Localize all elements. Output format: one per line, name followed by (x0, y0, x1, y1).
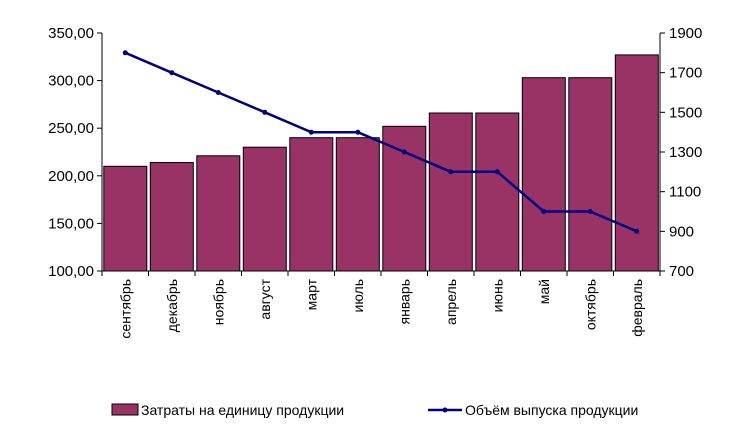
left-tick-label-3: 200,00 (48, 168, 94, 185)
right-tick-label-1: 700 (669, 263, 694, 280)
category-label-5: март (303, 278, 319, 310)
line-point-6 (355, 129, 361, 135)
line-series-path (124, 51, 638, 233)
line-point-5 (308, 129, 314, 135)
legend-bar-label: Затраты на единицу продукции (141, 402, 344, 418)
line-point-10 (541, 209, 547, 214)
line-point-9 (494, 169, 500, 175)
legend-line-marker (442, 407, 448, 413)
legend-bar-swatch (111, 403, 139, 416)
right-tick-label-6: 1700 (669, 65, 702, 82)
left-tick-label-5: 300,00 (48, 73, 94, 90)
bar-5 (289, 137, 334, 272)
left-tick-label-1: 100,00 (48, 263, 94, 280)
axes-group: 100,00 150,00 200,00 250,00 300,00 350,00 700 9… (48, 25, 702, 339)
line-series-group (122, 50, 640, 234)
line-point-11 (587, 209, 593, 214)
bar-1 (103, 165, 148, 272)
legend-line-label: Объём выпуска продукции (465, 402, 638, 418)
left-tick-label-6: 350,00 (48, 25, 94, 42)
bar-3 (196, 155, 241, 272)
legend: Затраты на единицу продукции Объём выпуск… (111, 402, 638, 418)
bar-11 (568, 77, 613, 272)
line-point-2 (169, 70, 175, 76)
category-label-9: июнь (489, 279, 505, 312)
bar-12 (614, 54, 659, 272)
line-point-7 (401, 149, 407, 155)
right-tick-label-2: 900 (669, 223, 694, 240)
line-point-1 (122, 50, 128, 56)
line-point-12 (634, 228, 640, 234)
category-label-3: ноябрь (210, 279, 226, 325)
category-label-6: июль (350, 279, 366, 312)
right-tick-label-4: 1300 (669, 144, 702, 161)
bar-10 (521, 77, 566, 272)
category-label-7: январь (396, 279, 412, 324)
left-tick-label-4: 250,00 (48, 120, 94, 137)
bar-2 (149, 162, 194, 272)
right-tick-label-3: 1100 (669, 184, 701, 201)
category-label-1: сентябрь (117, 279, 133, 339)
category-label-8: апрель (443, 279, 459, 325)
category-label-4: август (257, 278, 273, 319)
bars-group (103, 54, 659, 272)
bar-8 (428, 112, 473, 272)
bar-9 (475, 112, 520, 272)
category-label-10: май (536, 279, 552, 304)
line-point-4 (262, 109, 268, 115)
bar-4 (242, 146, 287, 272)
category-label-11: октябрь (582, 279, 598, 330)
line-point-3 (215, 90, 221, 95)
left-tick-label-2: 150,00 (48, 215, 94, 232)
right-tick-label-7: 1900 (669, 25, 702, 42)
right-tick-label-5: 1500 (669, 104, 702, 121)
category-label-2: декабрь (164, 279, 180, 332)
bar-6 (335, 137, 380, 272)
category-label-12: февраль (629, 279, 645, 337)
line-point-8 (448, 169, 454, 175)
bar-7 (382, 125, 427, 272)
